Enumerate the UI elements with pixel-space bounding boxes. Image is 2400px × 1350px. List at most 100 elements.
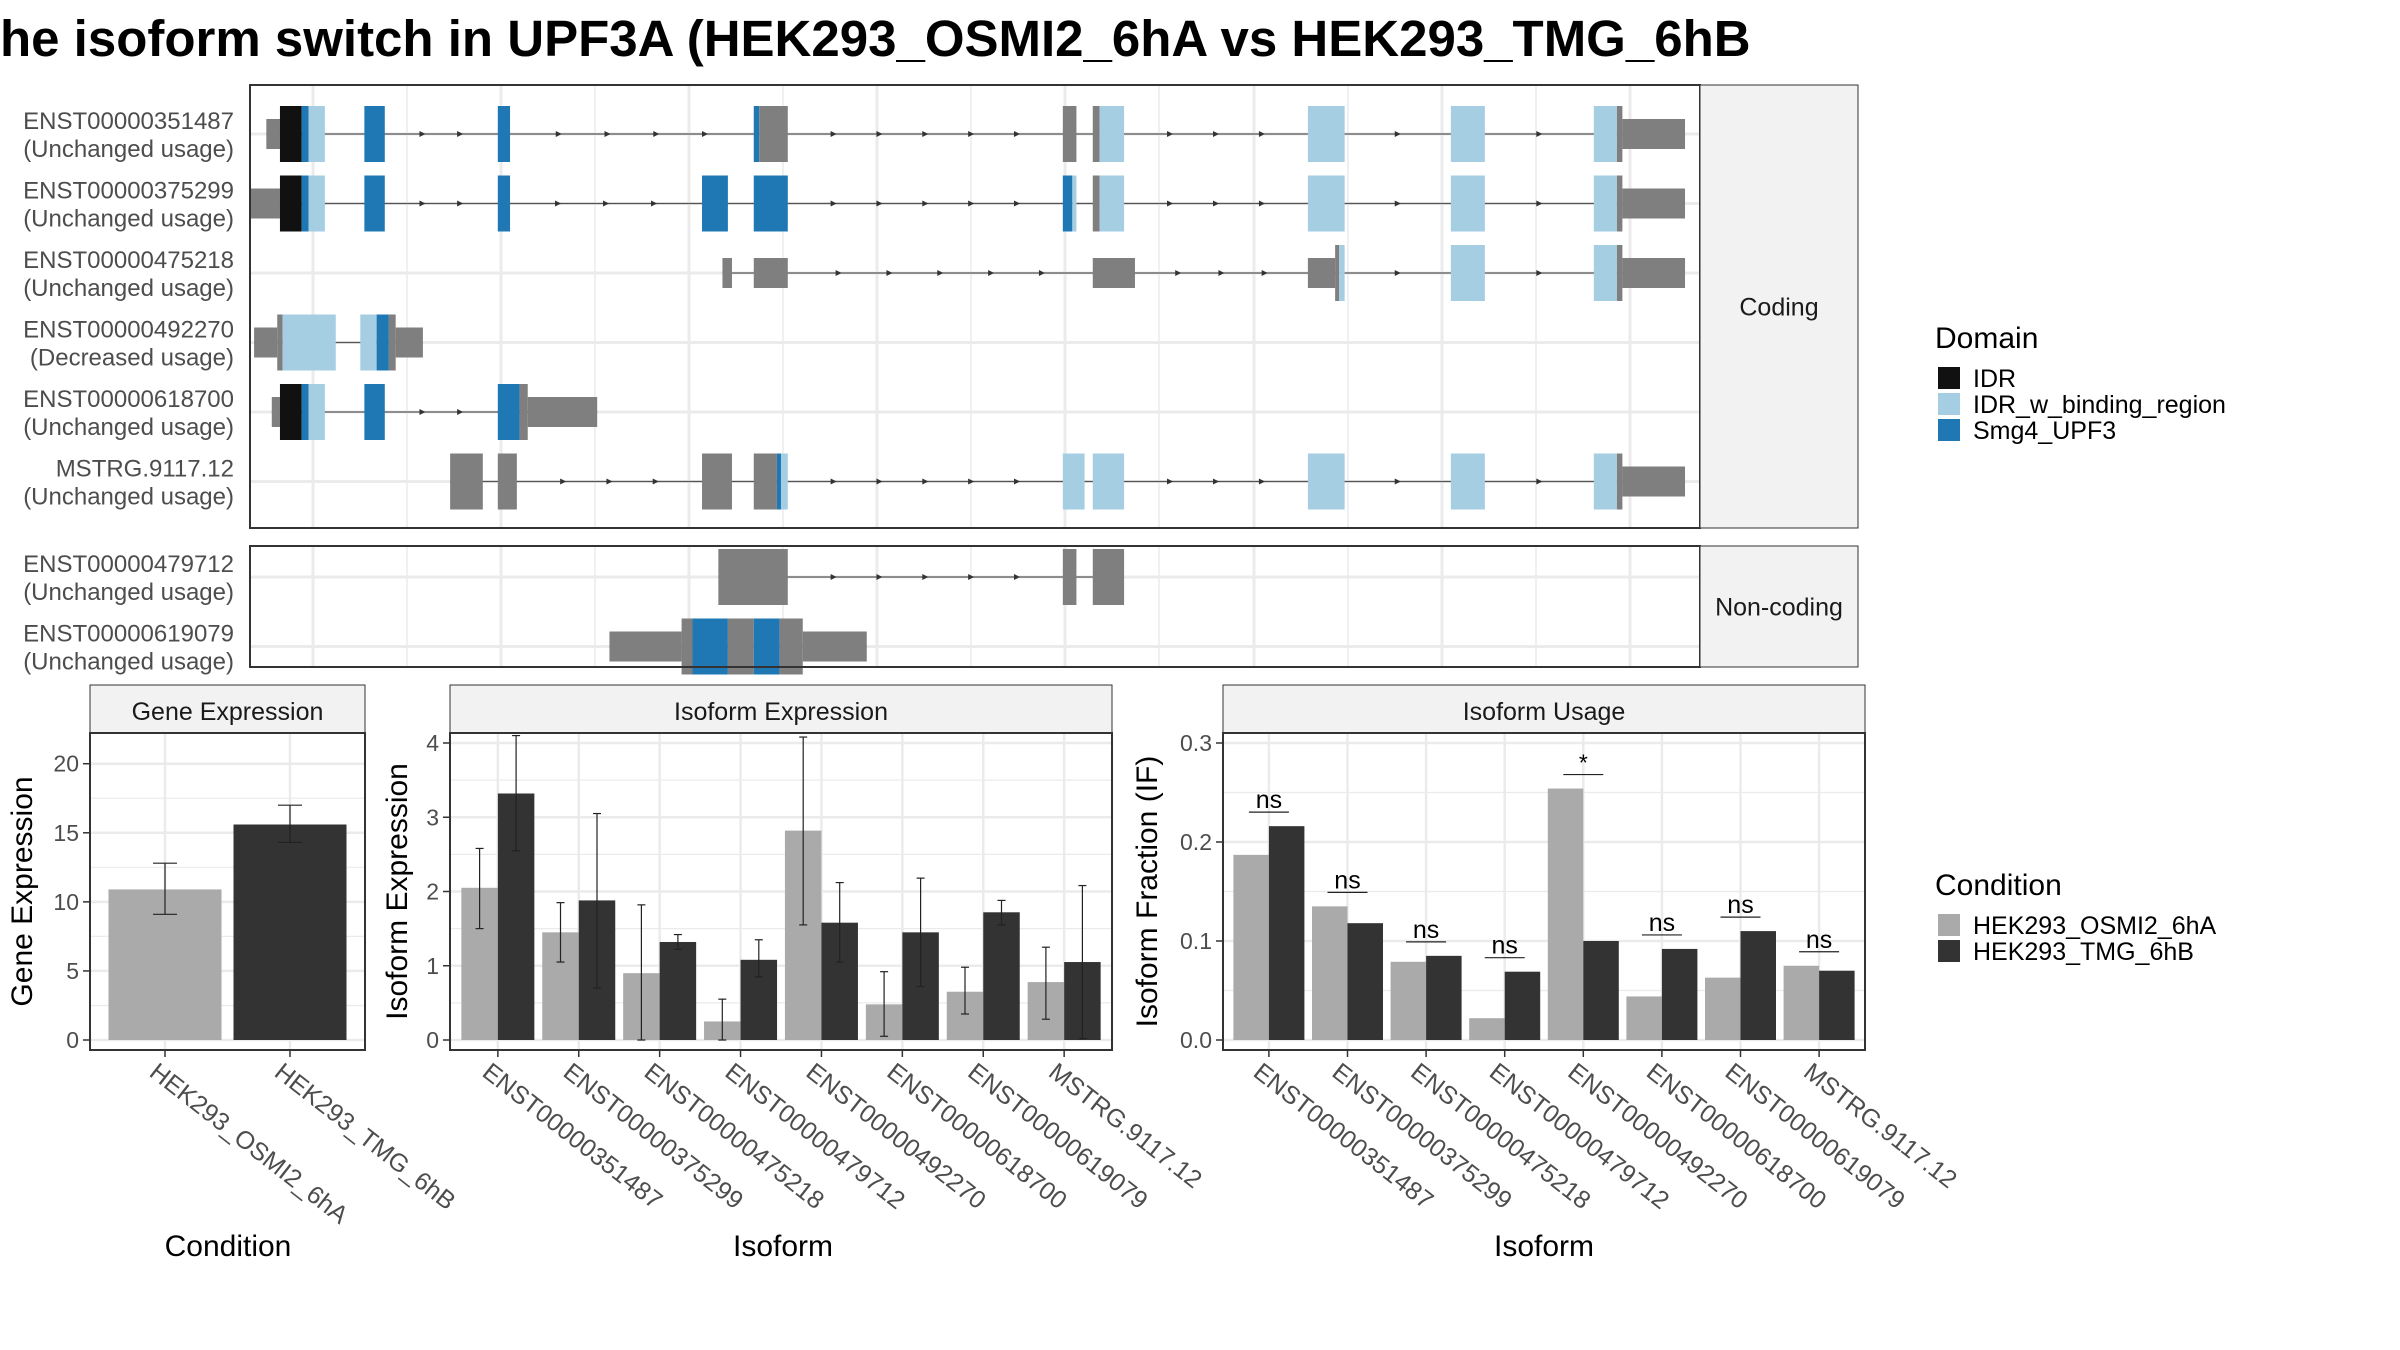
bar-ENST00000479712-HEK293_TMG_6hB — [1504, 971, 1541, 1040]
intron-arrow — [419, 200, 426, 207]
exon-segment-7 — [753, 175, 788, 232]
intron-arrow — [555, 200, 562, 207]
panel-strip — [89, 684, 366, 734]
legend-label-HEK293_TMG_6hB: HEK293_TMG_6hB — [1973, 938, 2194, 966]
facet-coding: ENST00000351487(Unchanged usage)ENST0000… — [23, 84, 1859, 529]
legend-swatch-HEK293_OSMI2_6hA — [1938, 914, 1960, 936]
transcript-id: ENST00000492270 — [23, 317, 234, 344]
intron-arrow — [830, 200, 837, 207]
legend-label-IDR: IDR — [1973, 365, 2016, 393]
exon-segment-0 — [271, 397, 280, 427]
transcript-label-ENST00000479712: ENST00000479712(Unchanged usage) — [23, 551, 234, 606]
transcript-label-ENST00000619079: ENST00000619079(Unchanged usage) — [23, 621, 234, 676]
intron-arrow — [876, 478, 883, 485]
intron-arrow — [968, 200, 975, 207]
intron-arrow — [886, 270, 893, 276]
legend-swatch-IDR_w_binding_region — [1938, 393, 1960, 415]
exon-segment-7 — [1092, 453, 1125, 510]
exon-segment-1 — [497, 453, 517, 510]
significance-label: ns — [1649, 909, 1675, 937]
transcript-structure-panel: ENST00000351487(Unchanged usage)ENST0000… — [23, 84, 1859, 676]
transcript-id: ENST00000375299 — [23, 178, 234, 205]
transcript-usage: (Decreased usage) — [30, 345, 234, 372]
legend-label-IDR_w_binding_region: IDR_w_binding_region — [1973, 391, 2226, 419]
exon-segment-5 — [780, 453, 788, 510]
intron-arrow — [1167, 200, 1174, 207]
facet-strip-label: Non-coding — [1715, 594, 1843, 622]
intron-arrow — [1394, 131, 1401, 137]
exon-segment-16 — [1622, 188, 1686, 219]
transcript-id: ENST00000619079 — [23, 621, 234, 648]
y-tick-label: 2 — [426, 879, 439, 905]
exon-segment-5 — [497, 384, 520, 440]
exon-segment-2 — [282, 314, 336, 371]
y-axis-title: Gene Expression — [6, 776, 39, 1006]
intron-arrow — [922, 131, 929, 137]
panel-strip-label: Gene Expression — [132, 698, 324, 726]
transcript-usage: (Unchanged usage) — [23, 414, 234, 441]
intron-arrow — [1218, 270, 1225, 276]
intron-arrow — [988, 270, 995, 276]
intron-arrow — [1394, 270, 1401, 276]
bar-ENST00000492270-HEK293_OSMI2_6hA — [1547, 788, 1584, 1040]
exon-segment-2 — [301, 175, 309, 232]
panel-strip-label: Isoform Usage — [1463, 698, 1626, 726]
transcript-ENST00000479712 — [718, 549, 1125, 605]
exon-segment-3 — [308, 384, 325, 440]
exon-segment-9 — [1450, 453, 1485, 510]
exon-segment-1 — [753, 258, 788, 288]
intron-arrow — [968, 478, 975, 485]
exon-segment-2 — [1092, 258, 1135, 288]
y-tick-label: 0 — [426, 1027, 439, 1053]
bar-ENST00000619079-HEK293_TMG_6hB — [983, 912, 1020, 1040]
intron-arrow — [1261, 270, 1268, 276]
exon-segment-6 — [802, 631, 867, 662]
panel-strip — [449, 684, 1113, 734]
facet-strip — [1699, 84, 1859, 529]
bar-ENST00000618700-HEK293_OSMI2_6hA — [1626, 996, 1662, 1040]
intron-arrow — [830, 131, 837, 137]
transcript-usage: (Unchanged usage) — [23, 484, 234, 511]
condition-legend-title: Condition — [1935, 869, 2062, 902]
exon-segment-11 — [1099, 175, 1125, 232]
exon-segment-6 — [1450, 245, 1485, 301]
transcript-ENST00000619079 — [609, 618, 867, 675]
x-axis-title: Condition — [165, 1230, 292, 1263]
transcript-ENST00000475218 — [722, 245, 1686, 301]
intron-arrow — [606, 478, 613, 485]
exon-segment-8 — [1616, 245, 1623, 301]
intron-arrow — [1536, 478, 1543, 485]
y-tick-label: 5 — [66, 958, 79, 984]
intron-arrow — [1013, 131, 1020, 137]
bar-ENST00000492270-HEK293_TMG_6hB — [1583, 941, 1619, 1040]
significance-label: ns — [1727, 891, 1753, 919]
transcript-usage: (Unchanged usage) — [23, 579, 234, 606]
intron-arrow — [1536, 270, 1543, 276]
transcript-id: ENST00000618700 — [23, 386, 234, 413]
exon-segment-7 — [1593, 245, 1617, 301]
exon-segment-9 — [1092, 106, 1100, 162]
intron-arrow — [1394, 478, 1401, 485]
intron-arrow — [968, 574, 975, 580]
intron-arrow — [457, 409, 464, 415]
figure-title: he isoform switch in UPF3A (HEK293_OSMI2… — [0, 10, 1751, 67]
intron-arrow — [1536, 200, 1543, 207]
transcript-id: ENST00000479712 — [23, 551, 234, 578]
bar-ENST00000475218-HEK293_TMG_6hB — [1426, 955, 1462, 1040]
plot-border — [1222, 732, 1866, 1051]
exon-segment-12 — [1307, 175, 1345, 232]
significance-label: ns — [1256, 786, 1282, 814]
intron-arrow — [1167, 131, 1174, 137]
significance-label: ns — [1806, 926, 1832, 954]
intron-arrow — [1013, 574, 1020, 580]
facet-non-coding: ENST00000479712(Unchanged usage)ENST0000… — [23, 545, 1859, 676]
intron-arrow — [604, 131, 611, 137]
exon-segment-1 — [279, 384, 302, 440]
transcript-label-ENST00000492270: ENST00000492270(Decreased usage) — [23, 317, 234, 372]
exon-segment-6 — [519, 384, 528, 440]
y-tick-label: 3 — [426, 804, 439, 830]
exon-segment-2 — [692, 618, 728, 675]
exon-segment-9 — [1622, 258, 1686, 288]
intron-arrow — [968, 131, 975, 137]
